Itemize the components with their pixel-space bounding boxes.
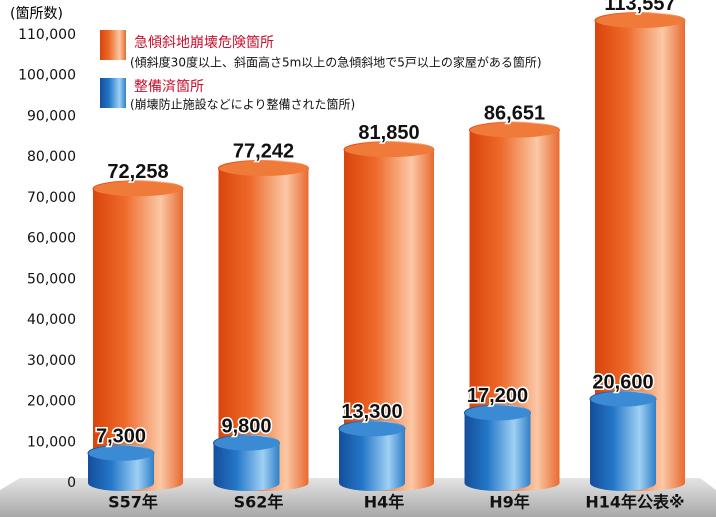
bar-top: [213, 434, 280, 452]
y-tick-label: 40,000: [27, 312, 76, 328]
value-label: 72,258: [107, 161, 168, 183]
x-tick-label: H14年公表※: [585, 493, 684, 512]
y-axis-label: (箇所数): [10, 5, 63, 22]
bar-bottom: [213, 475, 280, 491]
x-tick-label: S62年: [234, 493, 284, 512]
x-tick-label: H9年: [489, 493, 530, 512]
legend-description: (傾斜度30度以上、斜面高さ5m以上の急傾斜地で5戸以上の家屋がある箇所): [130, 55, 542, 70]
value-label: 81,850: [358, 122, 419, 144]
x-tick-label: S57年: [108, 493, 158, 512]
y-tick-label: 90,000: [27, 108, 76, 124]
y-tick-label: 20,000: [27, 394, 76, 410]
bar-bottom: [88, 475, 154, 491]
bar-top: [469, 121, 560, 139]
y-tick-label: 10,000: [27, 434, 76, 450]
bar: [339, 428, 405, 483]
y-tick-label: 30,000: [27, 353, 76, 369]
bar: [93, 188, 183, 483]
bar-top: [343, 141, 435, 159]
value-label: 113,557: [604, 0, 675, 15]
y-tick-label: 110,000: [18, 27, 76, 43]
bar-bottom: [590, 475, 656, 491]
bar-top: [464, 404, 531, 422]
bar: [590, 399, 656, 483]
value-label: 77,242: [233, 141, 294, 163]
value-label: 17,200: [467, 385, 528, 407]
value-label: 86,651: [484, 102, 545, 124]
cylinder: [589, 390, 657, 491]
cylinder: [87, 444, 155, 491]
bar-top: [92, 180, 184, 198]
legend-label: 整備済箇所: [134, 78, 204, 95]
legend-swatch: [100, 30, 126, 60]
y-tick-label: 60,000: [27, 231, 76, 247]
y-tick-label: 100,000: [18, 68, 76, 84]
bar-top: [338, 420, 406, 438]
cylinder: [464, 404, 531, 491]
bar-top: [589, 390, 657, 408]
x-tick-label: H4年: [364, 493, 405, 512]
value-label: 9,800: [221, 415, 271, 437]
legend-description: (崩壊防止施設などにより整備された箇所): [130, 97, 355, 112]
bar-top: [218, 159, 309, 177]
value-label: 7,300: [96, 426, 146, 448]
cylinder: [338, 420, 406, 491]
bar: [464, 412, 531, 483]
y-tick-label: 70,000: [27, 190, 76, 206]
legend-label: 急傾斜地崩壊危険箇所: [134, 34, 274, 51]
bar-bottom: [464, 475, 531, 491]
legend-swatch: [100, 78, 126, 108]
cylinder: [213, 434, 280, 491]
bar-bottom: [339, 475, 405, 491]
bar-top: [87, 444, 155, 462]
value-label: 13,300: [341, 401, 402, 423]
y-tick-label: 50,000: [27, 271, 76, 287]
value-label: 20,600: [592, 371, 653, 393]
bar: [218, 168, 309, 483]
bar-top: [594, 12, 686, 30]
y-tick-label: 80,000: [27, 149, 76, 165]
y-tick-label: 0: [67, 475, 76, 491]
